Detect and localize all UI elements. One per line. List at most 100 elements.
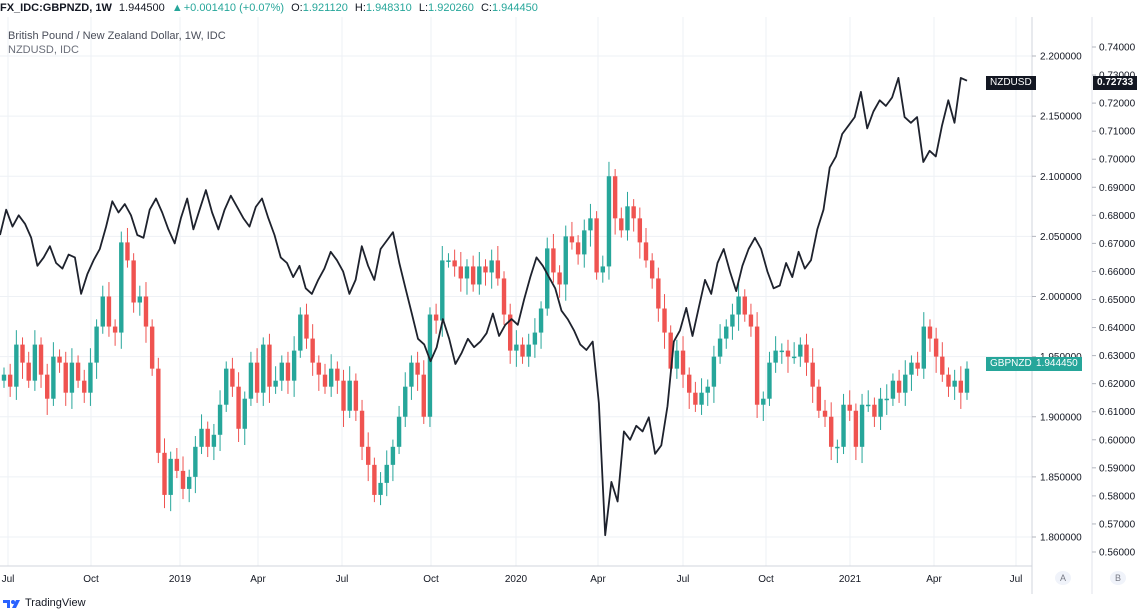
candle-body[interactable]: [748, 314, 754, 327]
candle-body[interactable]: [940, 356, 945, 375]
candle-body[interactable]: [674, 350, 680, 369]
candle-body[interactable]: [20, 344, 25, 363]
candle-body[interactable]: [656, 278, 661, 309]
candle-body[interactable]: [798, 344, 803, 357]
candle-body[interactable]: [125, 242, 130, 261]
candle-body[interactable]: [816, 386, 822, 411]
candle-body[interactable]: [606, 176, 612, 267]
candle-body[interactable]: [254, 362, 260, 393]
candle-body[interactable]: [359, 410, 365, 447]
candle-body[interactable]: [353, 380, 359, 411]
candle-body[interactable]: [526, 344, 531, 357]
candle-body[interactable]: [415, 362, 420, 375]
candle-body[interactable]: [495, 260, 501, 279]
candle-body[interactable]: [396, 416, 402, 447]
chart-title[interactable]: British Pound / New Zealand Dollar, 1W, …: [8, 30, 226, 42]
candle-body[interactable]: [384, 464, 389, 483]
candle-body[interactable]: [217, 404, 223, 435]
tradingview-brand[interactable]: TradingView: [25, 597, 86, 609]
candle-body[interactable]: [514, 344, 519, 351]
candle-body[interactable]: [822, 410, 828, 417]
candle-body[interactable]: [106, 296, 112, 327]
candle-body[interactable]: [366, 446, 371, 465]
candle-body[interactable]: [921, 326, 926, 369]
candle-body[interactable]: [94, 326, 99, 363]
candle-body[interactable]: [927, 326, 933, 339]
auto-scale-button[interactable]: A: [1055, 571, 1071, 585]
candle-body[interactable]: [291, 350, 297, 381]
candle-body[interactable]: [952, 380, 957, 387]
candle-body[interactable]: [322, 374, 328, 387]
candle-body[interactable]: [668, 332, 673, 369]
candle-body[interactable]: [131, 260, 136, 303]
candle-body[interactable]: [884, 398, 889, 401]
candle-body[interactable]: [452, 260, 457, 267]
candle-body[interactable]: [582, 230, 587, 255]
candle-body[interactable]: [57, 356, 62, 363]
candle-body[interactable]: [156, 368, 161, 453]
candle-body[interactable]: [328, 368, 334, 387]
candle-body[interactable]: [427, 314, 433, 417]
candle-body[interactable]: [242, 398, 247, 429]
candle-body[interactable]: [433, 314, 439, 321]
candle-body[interactable]: [88, 362, 93, 393]
candle-body[interactable]: [730, 314, 735, 327]
candle-body[interactable]: [933, 338, 939, 357]
candle-body[interactable]: [378, 482, 383, 495]
candle-body[interactable]: [520, 344, 525, 357]
candle-body[interactable]: [298, 314, 303, 351]
candle-body[interactable]: [119, 242, 124, 333]
candle-body[interactable]: [767, 362, 772, 399]
overlay-legend[interactable]: NZDUSD, IDC: [8, 44, 79, 56]
chart-canvas[interactable]: 1.8000001.8500001.9000001.9500002.000000…: [0, 0, 1148, 594]
candle-body[interactable]: [779, 350, 785, 353]
candle-body[interactable]: [143, 296, 149, 327]
candle-body[interactable]: [909, 362, 914, 375]
candle-body[interactable]: [538, 308, 544, 333]
candle-body[interactable]: [699, 392, 704, 405]
candle-body[interactable]: [761, 398, 766, 405]
candle-body[interactable]: [421, 374, 426, 417]
candle-body[interactable]: [828, 416, 834, 447]
candle-body[interactable]: [273, 380, 278, 387]
candle-body[interactable]: [847, 404, 852, 411]
candle-body[interactable]: [859, 404, 865, 447]
candle-body[interactable]: [680, 350, 686, 375]
candle-body[interactable]: [915, 362, 920, 369]
candle-body[interactable]: [594, 218, 599, 273]
candle-body[interactable]: [687, 374, 692, 393]
candle-body[interactable]: [335, 368, 340, 381]
candle-body[interactable]: [896, 380, 902, 393]
candle-body[interactable]: [446, 260, 451, 262]
candle-body[interactable]: [82, 380, 87, 393]
candle-body[interactable]: [791, 356, 797, 359]
candle-body[interactable]: [26, 362, 31, 381]
candle-body[interactable]: [835, 446, 840, 449]
candle-body[interactable]: [643, 242, 649, 261]
candle-body[interactable]: [205, 428, 210, 447]
candle-body[interactable]: [489, 260, 494, 273]
candle-body[interactable]: [662, 308, 667, 333]
candle-body[interactable]: [112, 326, 118, 333]
candle-body[interactable]: [958, 380, 964, 393]
candle-body[interactable]: [168, 458, 173, 495]
candle-body[interactable]: [440, 260, 445, 321]
candle-body[interactable]: [248, 362, 254, 399]
candle-body[interactable]: [477, 266, 482, 285]
candle-body[interactable]: [557, 272, 562, 285]
candle-body[interactable]: [149, 326, 155, 369]
candle-body[interactable]: [711, 356, 717, 387]
candle-body[interactable]: [785, 350, 791, 357]
candle-body[interactable]: [507, 314, 513, 351]
candle-body[interactable]: [563, 236, 568, 285]
candle-body[interactable]: [347, 380, 352, 411]
candle-body[interactable]: [903, 374, 908, 393]
candle-body[interactable]: [267, 344, 272, 387]
candle-body[interactable]: [853, 410, 859, 447]
candle-body[interactable]: [810, 362, 815, 387]
candle-body[interactable]: [588, 218, 593, 231]
candle-body[interactable]: [551, 248, 556, 273]
candle-body[interactable]: [279, 362, 284, 381]
candle-body[interactable]: [193, 446, 198, 477]
candle-body[interactable]: [742, 296, 747, 315]
